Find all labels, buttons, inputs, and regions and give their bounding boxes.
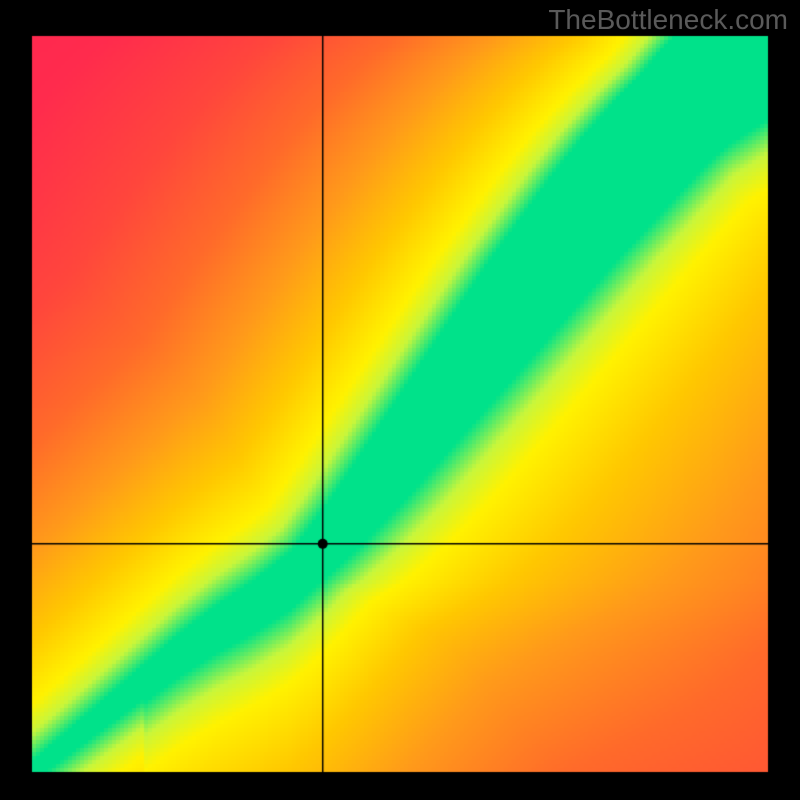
heatmap-canvas [0,0,800,800]
chart-container: TheBottleneck.com [0,0,800,800]
watermark-text: TheBottleneck.com [548,4,788,36]
